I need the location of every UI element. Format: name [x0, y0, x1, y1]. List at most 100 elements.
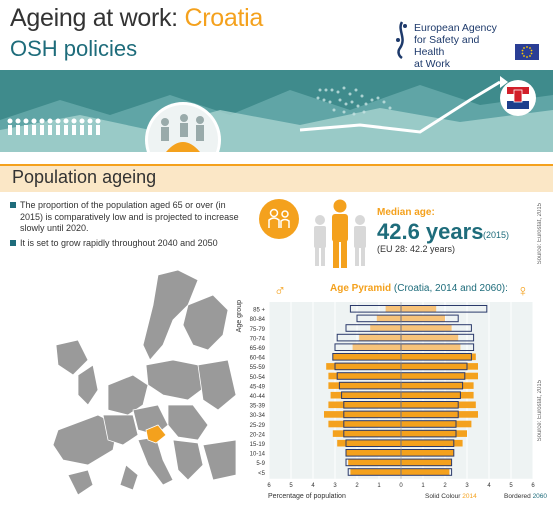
agency-name: European Agency for Safety and Health at…	[414, 22, 509, 70]
bar-male-2014	[332, 430, 401, 437]
y-tick-label: 20-24	[250, 432, 266, 438]
x-tick-label: 3	[465, 483, 469, 489]
bar-male-2014	[376, 315, 401, 322]
legend-solid-year: 2014	[462, 493, 477, 500]
x-tick-label: 6	[531, 483, 535, 489]
croatia-flag-icon	[507, 87, 529, 109]
y-tick-label: 45-49	[250, 384, 266, 390]
bar-male-2014	[324, 411, 401, 418]
page-title: Ageing at work: Croatia	[10, 4, 263, 33]
y-tick-label: 50-54	[250, 375, 266, 381]
hero-banner	[0, 70, 553, 152]
croatia-highlight	[145, 424, 167, 444]
x-tick-label: 3	[333, 483, 337, 489]
chart-title: Age Pyramid (Croatia, 2014 and 2060):	[330, 283, 508, 294]
chart-title-main: Age Pyramid	[330, 283, 392, 294]
agency-line-3: at Work	[414, 58, 450, 70]
x-tick-label: 6	[267, 483, 271, 489]
bar-male-2014	[350, 468, 401, 476]
legend-solid-label: Solid Colour	[425, 493, 461, 500]
page-subtitle: OSH policies	[10, 36, 138, 61]
y-tick-label: 70-74	[250, 336, 266, 342]
y-tick-label: 25-29	[250, 423, 266, 429]
bar-male-2014	[328, 401, 401, 409]
male-icon: ♂	[274, 283, 286, 300]
title-main: Ageing at work:	[10, 4, 185, 32]
bar-female-2014	[401, 459, 452, 466]
bar-male-2014	[332, 353, 401, 361]
x-tick-label: 2	[443, 483, 447, 489]
y-tick-label: 85 +	[253, 308, 265, 314]
bar-female-2014	[401, 324, 452, 332]
bar-male-2014	[326, 363, 401, 370]
bar-female-2014	[401, 315, 445, 322]
eu-flag-icon	[515, 44, 539, 60]
median-age-figures-icon	[314, 199, 366, 268]
x-tick-label: 1	[421, 483, 425, 489]
y-tick-label: 80-84	[250, 317, 266, 323]
bar-female-2014	[401, 334, 459, 341]
bar-female-2014	[401, 449, 454, 457]
median-age-year: (2015)	[483, 230, 510, 240]
section-title: Population ageing	[12, 167, 157, 187]
bar-male-2014	[359, 334, 401, 341]
agency-line-2: for Safety and Health	[414, 34, 480, 58]
header	[0, 0, 553, 70]
bar-male-2014	[330, 391, 401, 399]
x-tick-label: 1	[377, 483, 381, 489]
x-tick-label: 4	[311, 483, 315, 489]
bar-female-2014	[401, 411, 478, 418]
x-tick-label: 2	[355, 483, 359, 489]
bar-male-2014	[328, 372, 401, 380]
x-axis-label: Percentage of population	[268, 493, 346, 500]
legend-bordered-label: Bordered	[504, 493, 531, 500]
y-tick-label: 40-44	[250, 394, 266, 400]
y-tick-label: 35-39	[250, 404, 266, 410]
bar-female-2014	[401, 382, 474, 389]
bar-female-2014	[401, 353, 476, 361]
y-tick-label: 10-14	[250, 452, 266, 458]
y-tick-label: 75-79	[250, 327, 266, 333]
median-age-label: Median age:	[377, 207, 435, 218]
median-age-eu: (EU 28: 42.2 years)	[377, 244, 456, 254]
bar-male-2014	[346, 449, 401, 457]
bar-female-2014	[401, 439, 463, 447]
x-tick-label: 0	[399, 483, 403, 489]
bar-female-2014	[401, 391, 474, 399]
section-bar	[0, 164, 553, 192]
female-icon: ♀	[517, 283, 529, 300]
bar-male-2014	[337, 439, 401, 447]
bar-female-2014	[401, 305, 437, 313]
chart-title-suffix: (Croatia, 2014 and 2060):	[393, 283, 508, 294]
median-age-value: 42.6 years	[377, 219, 484, 244]
bar-female-2014	[401, 468, 450, 476]
bar-male-2014	[328, 420, 401, 428]
y-tick-label: 55-59	[250, 365, 266, 371]
bar-female-2014	[401, 401, 476, 409]
bar-female-2014	[401, 343, 461, 351]
y-tick-label: <5	[258, 471, 266, 477]
y-tick-label: 65-69	[250, 346, 266, 352]
x-tick-label: 5	[509, 483, 513, 489]
bar-male-2014	[348, 459, 401, 466]
elderly-people-icon	[259, 199, 299, 239]
bar-male-2014	[385, 305, 401, 313]
bullet-2: It is set to grow rapidly throughout 204…	[10, 238, 245, 250]
legend-solid: Solid Colour 2014	[425, 493, 477, 500]
bar-female-2014	[401, 372, 478, 380]
legend-bordered-year: 2060	[532, 493, 548, 500]
x-tick-label: 4	[487, 483, 491, 489]
y-tick-label: 60-64	[250, 356, 266, 362]
bar-male-2014	[328, 382, 401, 389]
bar-female-2014	[401, 430, 467, 437]
median-source: Source: Eurostat, 2015	[537, 203, 543, 265]
title-country: Croatia	[184, 4, 263, 32]
bullet-1: The proportion of the population aged 65…	[10, 200, 245, 235]
pyramid-source: Source: Eurostat, 2015	[537, 380, 543, 442]
bar-male-2014	[370, 324, 401, 332]
bar-male-2014	[352, 343, 401, 351]
agency-line-1: European Agency	[414, 22, 497, 34]
bar-female-2014	[401, 363, 478, 370]
legend-bordered: Bordered 2060	[504, 493, 547, 500]
bar-female-2014	[401, 420, 472, 428]
